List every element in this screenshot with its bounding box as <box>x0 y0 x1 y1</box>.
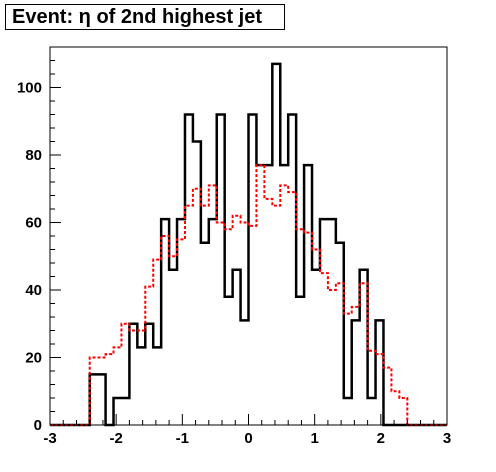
x-tick-label: 3 <box>443 430 451 447</box>
histogram-series-2 <box>50 164 447 426</box>
x-tick-label: -1 <box>176 430 189 447</box>
axis-layer: -3 -2 -1 0 1 2 3 0 20 40 60 80 100 <box>17 46 451 447</box>
y-tick-label: 100 <box>17 80 42 97</box>
x-tick-label: -2 <box>109 430 122 447</box>
chart-title: Event: η of 2nd highest jet <box>5 4 285 30</box>
y-tick-label: 40 <box>25 282 42 299</box>
y-tick-label: 0 <box>34 417 42 434</box>
x-tick-label: 1 <box>310 430 318 447</box>
y-tick-label: 20 <box>25 350 42 367</box>
x-tick-label: 0 <box>244 430 252 447</box>
y-tick-label: 60 <box>25 215 42 232</box>
x-tick-label: 2 <box>377 430 385 447</box>
x-tick-label: -3 <box>43 430 56 447</box>
y-tick-label: 80 <box>25 147 42 164</box>
series-layer <box>50 62 447 427</box>
